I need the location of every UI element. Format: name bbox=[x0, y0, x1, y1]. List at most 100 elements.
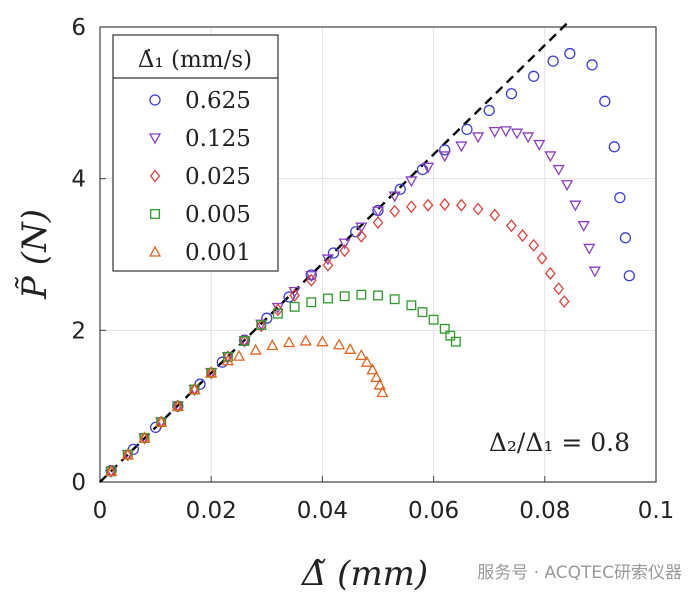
data-point bbox=[306, 297, 317, 308]
data-point bbox=[121, 448, 134, 460]
data-point bbox=[221, 354, 234, 366]
data-point bbox=[373, 378, 386, 390]
data-point bbox=[255, 319, 267, 333]
data-point bbox=[171, 399, 184, 411]
data-point bbox=[569, 200, 582, 212]
data-point bbox=[105, 465, 118, 477]
data-point bbox=[239, 335, 250, 346]
series-0.005 bbox=[106, 289, 461, 477]
data-point bbox=[545, 266, 556, 280]
data-point bbox=[122, 448, 134, 462]
data-point bbox=[438, 151, 451, 163]
data-point bbox=[272, 308, 283, 319]
legend-marker bbox=[148, 245, 162, 257]
legend-title: Δ̇₁ (mm/s) bbox=[138, 47, 252, 73]
data-point bbox=[344, 342, 357, 354]
data-point bbox=[305, 273, 317, 287]
data-point bbox=[256, 320, 267, 330]
data-point bbox=[239, 334, 250, 348]
data-point bbox=[332, 338, 346, 350]
data-point bbox=[455, 141, 468, 153]
data-point bbox=[528, 238, 540, 252]
data-point bbox=[445, 330, 456, 341]
data-point bbox=[266, 339, 279, 351]
data-point bbox=[528, 70, 540, 82]
data-point bbox=[139, 431, 150, 445]
data-point bbox=[327, 247, 340, 259]
data-point bbox=[560, 180, 574, 192]
data-point bbox=[360, 355, 373, 367]
data-point bbox=[389, 204, 401, 218]
data-point bbox=[355, 349, 368, 361]
data-point bbox=[623, 270, 635, 282]
data-point bbox=[552, 164, 565, 176]
data-point bbox=[289, 301, 300, 312]
data-point bbox=[533, 139, 546, 151]
data-point bbox=[316, 335, 329, 347]
legend-label: 0.625 bbox=[185, 88, 251, 114]
data-point bbox=[483, 104, 495, 117]
legend-label: 0.001 bbox=[185, 240, 251, 266]
data-point bbox=[232, 349, 246, 361]
data-point bbox=[547, 55, 559, 67]
data-point bbox=[588, 266, 601, 278]
legend-label: 0.025 bbox=[185, 164, 251, 190]
data-point bbox=[405, 176, 418, 188]
data-point bbox=[272, 303, 284, 317]
data-point bbox=[428, 314, 439, 325]
data-point bbox=[172, 399, 184, 413]
data-point bbox=[456, 198, 467, 212]
data-point bbox=[188, 383, 201, 395]
data-point bbox=[321, 254, 335, 266]
data-point bbox=[355, 229, 367, 243]
data-point bbox=[339, 244, 350, 258]
y-tick-label: 4 bbox=[71, 167, 86, 193]
data-point bbox=[577, 221, 590, 233]
data-point bbox=[388, 191, 401, 203]
y-tick-label: 0 bbox=[71, 470, 86, 496]
data-point bbox=[439, 144, 451, 156]
data-point bbox=[506, 219, 517, 233]
data-point bbox=[499, 126, 512, 138]
data-point bbox=[583, 243, 596, 255]
data-point bbox=[450, 336, 461, 347]
x-tick-label: 0.08 bbox=[519, 498, 570, 524]
legend-label: 0.125 bbox=[185, 126, 251, 152]
x-tick-label: 0.02 bbox=[186, 498, 237, 524]
data-point bbox=[339, 291, 350, 302]
data-point bbox=[356, 289, 367, 300]
data-point bbox=[222, 350, 234, 364]
data-point bbox=[461, 123, 473, 136]
y-tick-label: 6 bbox=[71, 15, 86, 41]
data-point bbox=[536, 251, 548, 265]
data-point bbox=[471, 132, 485, 144]
data-point bbox=[406, 300, 417, 311]
data-point bbox=[558, 294, 570, 309]
data-point bbox=[517, 229, 528, 243]
legend-marker bbox=[149, 169, 161, 183]
series-0.025 bbox=[105, 197, 570, 478]
data-point bbox=[322, 258, 334, 272]
data-point bbox=[222, 351, 233, 362]
data-point bbox=[522, 132, 535, 144]
data-point bbox=[155, 415, 167, 429]
data-point bbox=[338, 238, 351, 250]
x-tick-label: 0.06 bbox=[408, 498, 459, 524]
data-point bbox=[394, 183, 406, 195]
ratio-annotation: Δ₂/Δ₁ = 0.8 bbox=[489, 428, 630, 457]
data-point bbox=[282, 336, 296, 348]
plot-frame bbox=[99, 26, 657, 483]
legend-marker bbox=[150, 209, 160, 219]
data-point bbox=[205, 366, 217, 380]
data-point bbox=[421, 162, 435, 174]
data-point bbox=[189, 382, 200, 397]
data-point bbox=[155, 415, 168, 427]
data-point bbox=[355, 222, 368, 234]
data-point bbox=[586, 59, 598, 71]
data-point bbox=[614, 191, 626, 204]
legend-marker bbox=[149, 94, 161, 106]
data-point bbox=[488, 127, 501, 138]
legend-label: 0.005 bbox=[185, 202, 251, 228]
legend-items: 0.625 0.125 0.025 0.005 0.001 bbox=[148, 88, 251, 266]
